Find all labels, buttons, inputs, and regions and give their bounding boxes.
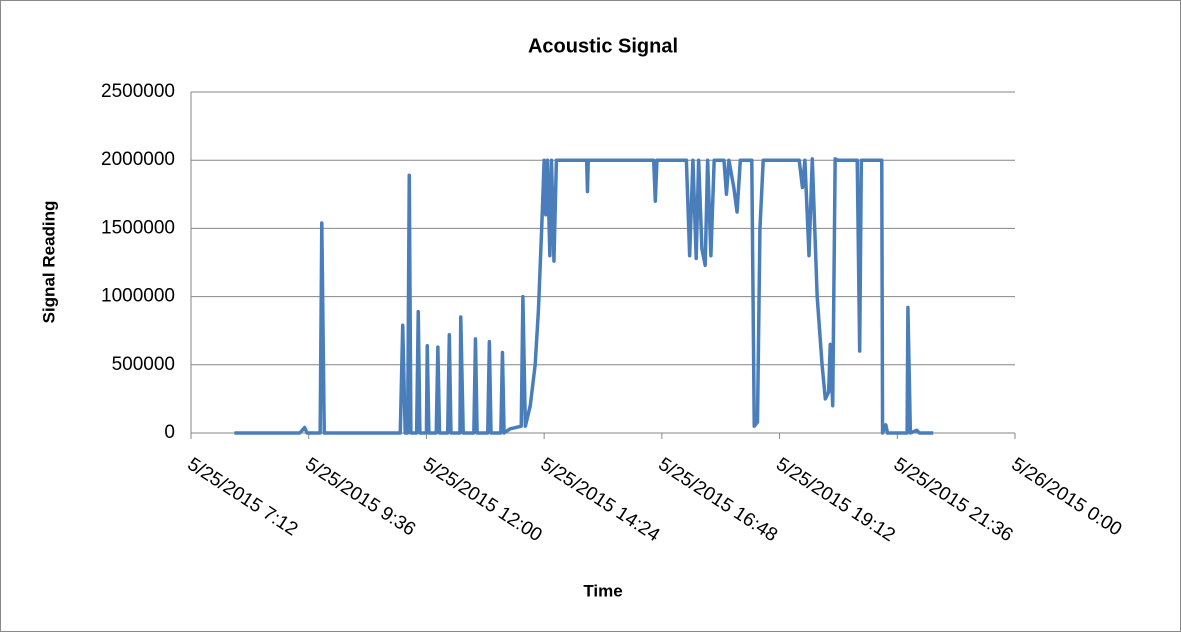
y-tick-label: 2000000	[101, 149, 175, 170]
y-tick-label: 2500000	[101, 81, 175, 102]
y-tick-label: 1500000	[101, 217, 175, 238]
x-axis-title: Time	[583, 581, 622, 600]
y-tick-label: 1000000	[101, 286, 175, 307]
y-tick-label: 500000	[112, 354, 175, 375]
chart-title: Acoustic Signal	[528, 35, 678, 57]
y-axis-title: Signal Reading	[39, 201, 58, 324]
data-line	[234, 157, 934, 435]
y-tick-label: 0	[164, 422, 175, 443]
